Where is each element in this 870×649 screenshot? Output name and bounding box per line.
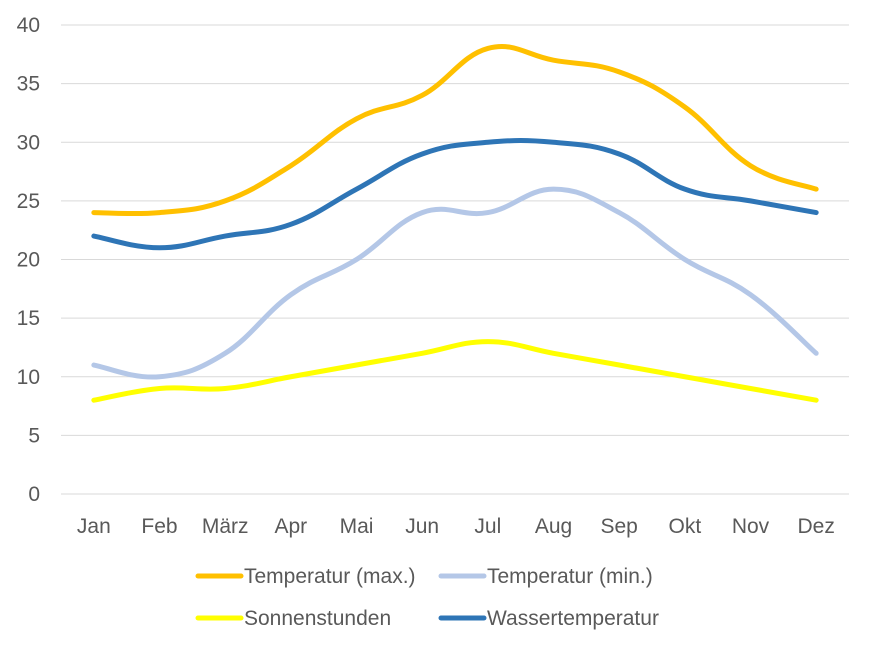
- x-tick-label: Feb: [141, 515, 177, 538]
- x-tick-label: Apr: [274, 515, 307, 538]
- y-tick-label: 15: [17, 307, 40, 330]
- series-layer: [91, 44, 819, 403]
- y-axis-tick-labels: 0 5 10 15 20 25 30 35 40: [17, 14, 40, 506]
- x-tick-label: Jan: [77, 515, 111, 538]
- legend-item-temperatur-max: Temperatur (max.): [195, 565, 416, 588]
- legend-label: Temperatur (min.): [487, 565, 653, 588]
- legend-label: Wassertemperatur: [487, 607, 659, 630]
- legend: Temperatur (max.) Temperatur (min.) Sonnen…: [195, 565, 659, 630]
- x-tick-label: März: [202, 515, 249, 538]
- y-tick-label: 40: [17, 14, 40, 37]
- x-tick-label: Dez: [797, 515, 834, 538]
- x-tick-label: Mai: [340, 515, 374, 538]
- y-tick-label: 35: [17, 73, 40, 96]
- series-line-wassertemperatur: [91, 138, 819, 251]
- x-tick-label: Jun: [405, 515, 439, 538]
- legend-item-temperatur-min: Temperatur (min.): [438, 565, 653, 588]
- series-line-sonnenstunden: [91, 339, 819, 403]
- x-tick-label: Sep: [600, 515, 637, 538]
- x-axis-tick-labels: Jan Feb März Apr Mai Jun Jul Aug Sep Okt Nov Dez: [77, 515, 835, 538]
- y-tick-label: 30: [17, 131, 40, 154]
- legend-label: Sonnenstunden: [244, 607, 391, 630]
- legend-item-wassertemperatur: Wassertemperatur: [438, 607, 659, 630]
- series-line-temperatur-min: [91, 186, 819, 380]
- x-tick-label: Okt: [668, 515, 701, 538]
- x-tick-label: Aug: [535, 515, 572, 538]
- x-tick-label: Jul: [474, 515, 501, 538]
- y-tick-label: 10: [17, 366, 40, 389]
- y-tick-label: 5: [28, 424, 40, 447]
- legend-item-sonnenstunden: Sonnenstunden: [195, 607, 391, 630]
- grid-layer: [61, 24, 849, 495]
- y-tick-label: 25: [17, 190, 40, 213]
- x-tick-label: Nov: [732, 515, 770, 538]
- legend-label: Temperatur (max.): [244, 565, 416, 588]
- y-tick-label: 20: [17, 249, 40, 272]
- series-line-temperatur-max: [91, 44, 819, 217]
- y-tick-label: 0: [28, 483, 40, 506]
